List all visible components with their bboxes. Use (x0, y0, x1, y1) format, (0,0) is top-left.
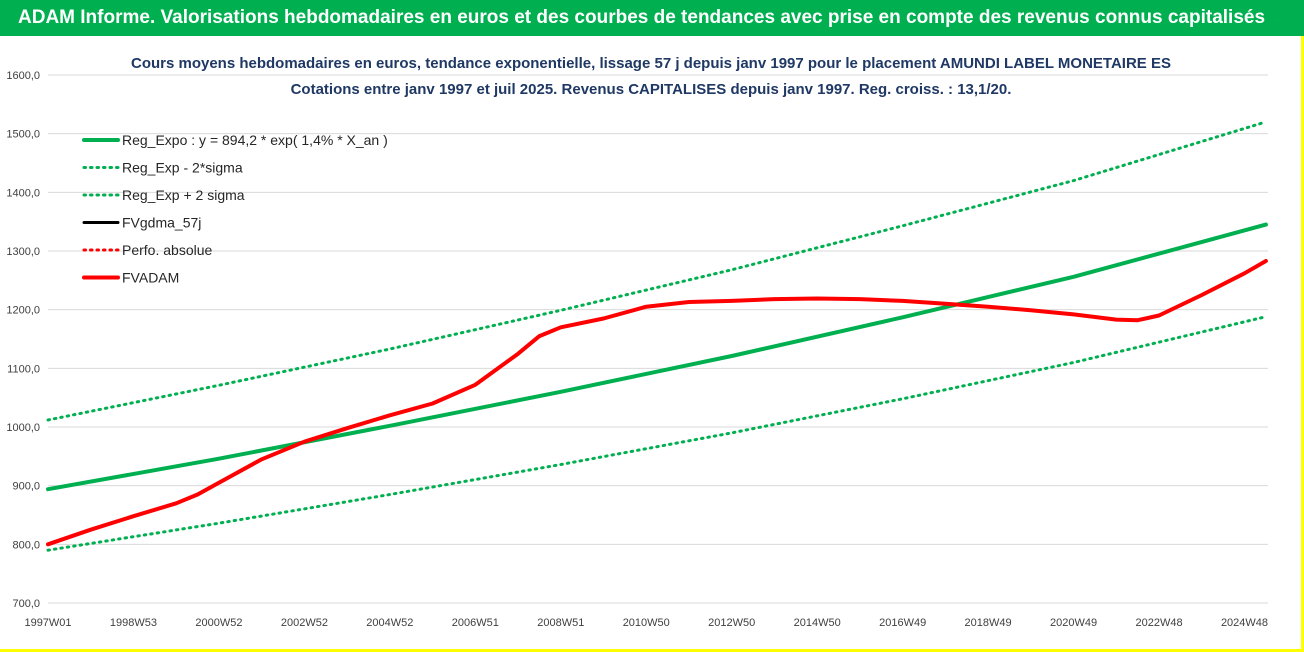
x-tick-label: 2024W48 (1221, 617, 1268, 629)
y-tick-label: 1000,0 (6, 422, 40, 434)
x-tick-label: 2022W48 (1135, 617, 1182, 629)
x-tick-label: 2000W52 (195, 617, 242, 629)
legend-label: Reg_Expo : y = 894,2 * exp( 1,4% * X_an … (122, 132, 388, 148)
header-title: ADAM Informe. Valorisations hebdomadaire… (18, 7, 1266, 28)
series-line-5 (46, 259, 1268, 547)
y-tick-label: 1200,0 (6, 305, 40, 317)
y-tick-label: 1600,0 (6, 70, 40, 82)
legend-label: Reg_Exp + 2 sigma (122, 187, 245, 203)
y-tick-label: 1500,0 (6, 129, 40, 141)
gridlines (48, 74, 1268, 604)
x-tick-label: 2002W52 (281, 617, 328, 629)
x-tick-label: 2008W51 (537, 617, 584, 629)
chart-frame (0, 36, 1304, 652)
legend-label: Perfo. absolue (122, 242, 212, 258)
x-tick-label: 2004W52 (366, 617, 413, 629)
x-tick-label: 2010W50 (623, 617, 670, 629)
legend-label: Reg_Exp - 2*sigma (122, 160, 243, 176)
legend-label: FVADAM (122, 270, 179, 286)
chart-title: Cours moyens hebdomadaires en euros, ten… (131, 55, 1171, 72)
x-tick-label: 2012W50 (708, 617, 755, 629)
y-tick-label: 800,0 (12, 539, 40, 551)
y-tick-label: 900,0 (12, 481, 40, 493)
series-lines (46, 120, 1268, 552)
y-tick-label: 1100,0 (7, 363, 40, 375)
x-tick-label: 2018W49 (965, 617, 1012, 629)
x-tick-label: 1997W01 (24, 617, 71, 629)
x-tick-label: 2020W49 (1050, 617, 1097, 629)
series-line-0 (46, 222, 1268, 492)
legend: Reg_Expo : y = 894,2 * exp( 1,4% * X_an … (82, 132, 388, 286)
chart-subtitle: Cotations entre janv 1997 et juil 2025. … (291, 81, 1012, 98)
x-tick-label: 2006W51 (452, 617, 499, 629)
header-bar: ADAM Informe. Valorisations hebdomadaire… (0, 0, 1304, 36)
series-line-1 (46, 315, 1268, 552)
x-tick-label: 2016W49 (879, 617, 926, 629)
x-tick-label: 2014W50 (794, 617, 841, 629)
y-axis-ticks: 700,0 800,0 900,0 1000,0 1100,0 1200,0 1300,0 1… (6, 70, 40, 610)
series-line-2 (46, 120, 1268, 422)
legend-label: FVgdma_57j (122, 215, 201, 231)
x-tick-label: 1998W53 (110, 617, 157, 629)
y-tick-label: 1300,0 (6, 246, 40, 258)
y-tick-label: 1400,0 (6, 187, 40, 199)
x-axis-ticks: 1997W01 1998W53 2000W52 2002W52 2004W52 2006W… (24, 617, 1268, 629)
y-tick-label: 700,0 (12, 598, 40, 610)
